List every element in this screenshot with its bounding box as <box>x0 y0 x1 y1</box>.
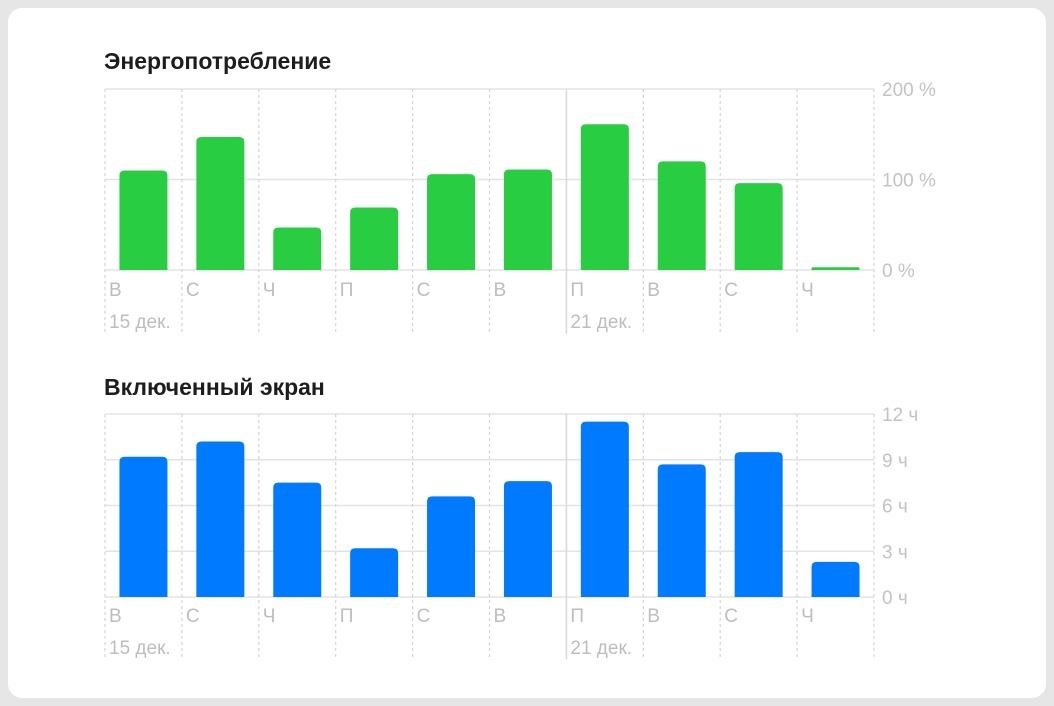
chart-title: Энергопотребление <box>104 48 331 74</box>
charts-canvas: Энергопотребление 200 % 100 % 0 % В С Ч П С В П В С Ч… <box>104 48 936 659</box>
x-tick-label: П <box>570 280 584 301</box>
chart-title: Включенный экран <box>104 374 325 400</box>
bar-2 <box>196 136 245 270</box>
date-label: 21 дек. <box>570 312 632 333</box>
y-tick-label: 100 % <box>882 171 936 192</box>
y-tick-label: 200 % <box>882 80 936 101</box>
bar-5 <box>427 496 476 597</box>
x-tick-label: В <box>109 280 122 301</box>
x-tick-label: В <box>647 280 660 301</box>
bar-6 <box>503 481 552 597</box>
x-tick-label: С <box>186 280 200 301</box>
y-tick-label: 3 ч <box>882 542 908 563</box>
x-tick-label: Ч <box>263 280 276 301</box>
bar-3 <box>273 482 322 597</box>
x-tick-label: П <box>340 280 354 301</box>
x-tick-label: П <box>340 606 354 627</box>
x-tick-label: В <box>494 606 507 627</box>
y-tick-label: 0 % <box>882 261 915 282</box>
bar-8 <box>657 464 706 597</box>
y-tick-label: 0 ч <box>882 588 908 609</box>
date-label: 21 дек. <box>570 638 632 659</box>
chart-1: Энергопотребление 200 % 100 % 0 % В С Ч П С В П В С Ч… <box>104 48 936 334</box>
x-tick-label: С <box>417 606 431 627</box>
x-tick-label: Ч <box>263 606 276 627</box>
bar-7 <box>580 124 629 270</box>
x-tick-label: С <box>724 280 738 301</box>
y-tick-label: 9 ч <box>882 451 908 472</box>
x-tick-label: В <box>494 280 507 301</box>
bar-8 <box>657 161 706 270</box>
y-tick-label: 6 ч <box>882 497 908 518</box>
bar-9 <box>734 183 783 270</box>
bar-5 <box>427 174 476 270</box>
x-tick-label: Ч <box>801 280 814 301</box>
x-tick-label: С <box>186 606 200 627</box>
bar-10 <box>811 267 860 270</box>
bar-7 <box>580 421 629 597</box>
chart-2: Включенный экран 12 ч 9 ч 6 ч 3 ч 0 ч В С Ч П С В П В… <box>104 374 918 659</box>
y-tick-label: 12 ч <box>882 405 918 426</box>
bar-4 <box>350 207 399 270</box>
x-tick-label: Ч <box>801 606 814 627</box>
date-label: 15 дек. <box>109 312 171 333</box>
bar-1 <box>119 170 168 270</box>
bar-9 <box>734 452 783 597</box>
bar-6 <box>503 169 552 270</box>
x-tick-label: С <box>417 280 431 301</box>
x-tick-label: В <box>109 606 122 627</box>
x-tick-label: П <box>570 606 584 627</box>
bar-2 <box>196 441 245 597</box>
x-tick-label: В <box>647 606 660 627</box>
bar-4 <box>350 548 399 597</box>
x-tick-label: С <box>724 606 738 627</box>
bar-10 <box>811 561 860 597</box>
bar-3 <box>273 227 322 270</box>
date-label: 15 дек. <box>109 638 171 659</box>
bar-1 <box>119 456 168 597</box>
usage-card: Энергопотребление 200 % 100 % 0 % В С Ч П С В П В С Ч… <box>8 8 1046 698</box>
